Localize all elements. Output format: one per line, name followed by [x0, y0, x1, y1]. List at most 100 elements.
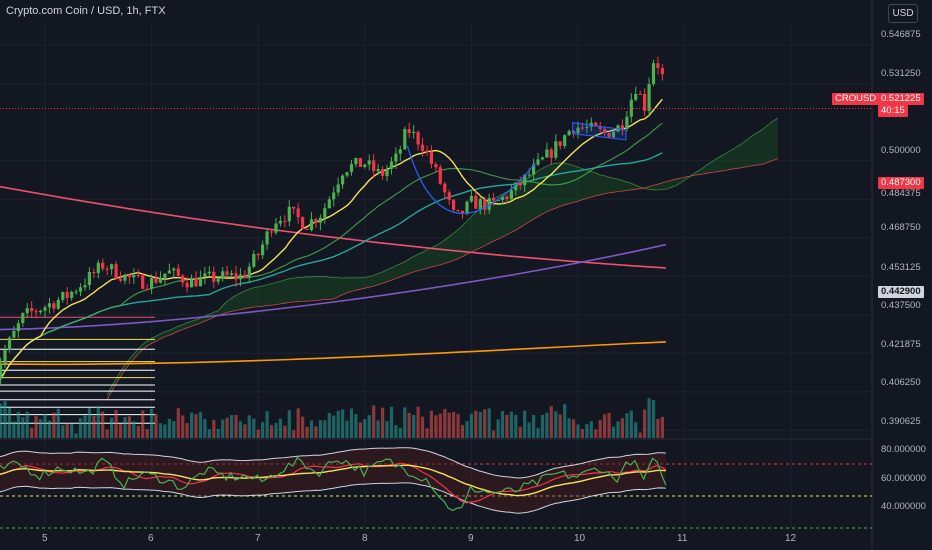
candle-body [154, 278, 158, 283]
candle-body [492, 198, 496, 201]
volume-bar [141, 410, 145, 438]
ma-purple [0, 243, 667, 331]
volume-bar [625, 413, 629, 438]
candle-body [585, 126, 589, 128]
candle-body [243, 274, 247, 278]
price-tick: 0.390625 [881, 416, 921, 427]
candle-body [238, 274, 242, 280]
oscillator-line [0, 456, 667, 512]
volume-bar [407, 412, 411, 438]
volume-bar [158, 423, 163, 438]
volume-bar [398, 427, 402, 438]
volume-bar [47, 420, 51, 438]
volume-bar [598, 420, 602, 438]
volume-bar [203, 419, 207, 438]
price-tick: 0.453125 [881, 262, 921, 273]
volume-bar [132, 421, 136, 438]
candle-body [358, 158, 362, 167]
candle-body [185, 282, 189, 288]
candle-body [110, 264, 114, 270]
price-tick: 0.484375 [881, 188, 921, 199]
candle-body [367, 160, 371, 165]
volume-bar [563, 404, 567, 438]
candle-body [30, 308, 34, 312]
candle-body [198, 277, 203, 287]
candle-body [172, 268, 176, 271]
volume-bar [207, 429, 211, 438]
volume-bar [309, 420, 314, 438]
candle-body [532, 164, 536, 175]
candle-body [3, 349, 7, 364]
volume-bar [589, 421, 593, 438]
volume-bar [230, 415, 234, 438]
candle-body [74, 291, 78, 293]
volume-bar [660, 416, 664, 438]
volume-bar [318, 420, 322, 438]
volume-bar [394, 425, 398, 438]
time-label: 5 [42, 533, 48, 544]
volume-bar [594, 429, 598, 438]
candle-body [118, 278, 123, 281]
volume-bar [221, 419, 225, 438]
volume-bar [150, 408, 154, 438]
volume-bar [487, 408, 491, 438]
volume-bar [412, 415, 416, 438]
price-tick: 0.421875 [881, 339, 921, 350]
volume-bar [225, 417, 229, 438]
candle-body [505, 196, 509, 199]
volume-bar [425, 428, 429, 438]
volume-bar [12, 421, 16, 438]
candle-body [651, 63, 656, 84]
candle-body [203, 273, 207, 277]
candle-body [363, 164, 367, 167]
volume-bar [554, 411, 558, 438]
candle-body [434, 164, 438, 168]
volume-bar [483, 409, 487, 438]
candle-body [620, 125, 624, 129]
candle-body [96, 262, 100, 274]
volume-bar [536, 428, 540, 438]
candle-body [483, 199, 487, 210]
candle-body [305, 228, 309, 230]
volume-bar [278, 418, 282, 438]
volume-bar [514, 414, 518, 438]
candle-body [0, 363, 3, 379]
price-tick: 0.406250 [881, 377, 921, 388]
volume-bar [527, 422, 531, 438]
volume-bar [509, 411, 513, 438]
oscillator-tick: 60.000000 [881, 473, 926, 484]
volume-bar [136, 425, 140, 438]
volume-bar [549, 406, 553, 438]
candle-body [212, 271, 216, 282]
volume-bar [247, 415, 251, 438]
rounding-bottom-drawing [406, 145, 536, 215]
candle-body [607, 133, 611, 138]
candle-body [309, 219, 314, 230]
candle-body [572, 130, 576, 134]
volume-bar [354, 414, 358, 438]
volume-bar [118, 424, 123, 438]
candle-body [660, 68, 664, 75]
volume-bar [469, 413, 473, 438]
volume-bar [181, 415, 185, 438]
candle-body [634, 93, 638, 100]
candle-body [123, 274, 127, 281]
volume-bar [185, 423, 189, 438]
volume-bar [56, 408, 60, 438]
candle-body [625, 116, 629, 129]
volume-bar [83, 415, 87, 438]
volume-bar [301, 416, 305, 438]
currency-button[interactable]: USD [888, 4, 918, 23]
volume-bar [363, 419, 367, 438]
candle-body [443, 183, 447, 193]
oscillator-mid [0, 464, 666, 497]
volume-bar [345, 420, 349, 438]
volume-bar [74, 433, 78, 438]
volume-bar [96, 406, 100, 438]
candle-body [314, 219, 318, 223]
volume-bar [389, 406, 394, 438]
volume-bar [558, 414, 562, 438]
volume-bar [0, 403, 3, 438]
volume-bar [576, 424, 580, 438]
